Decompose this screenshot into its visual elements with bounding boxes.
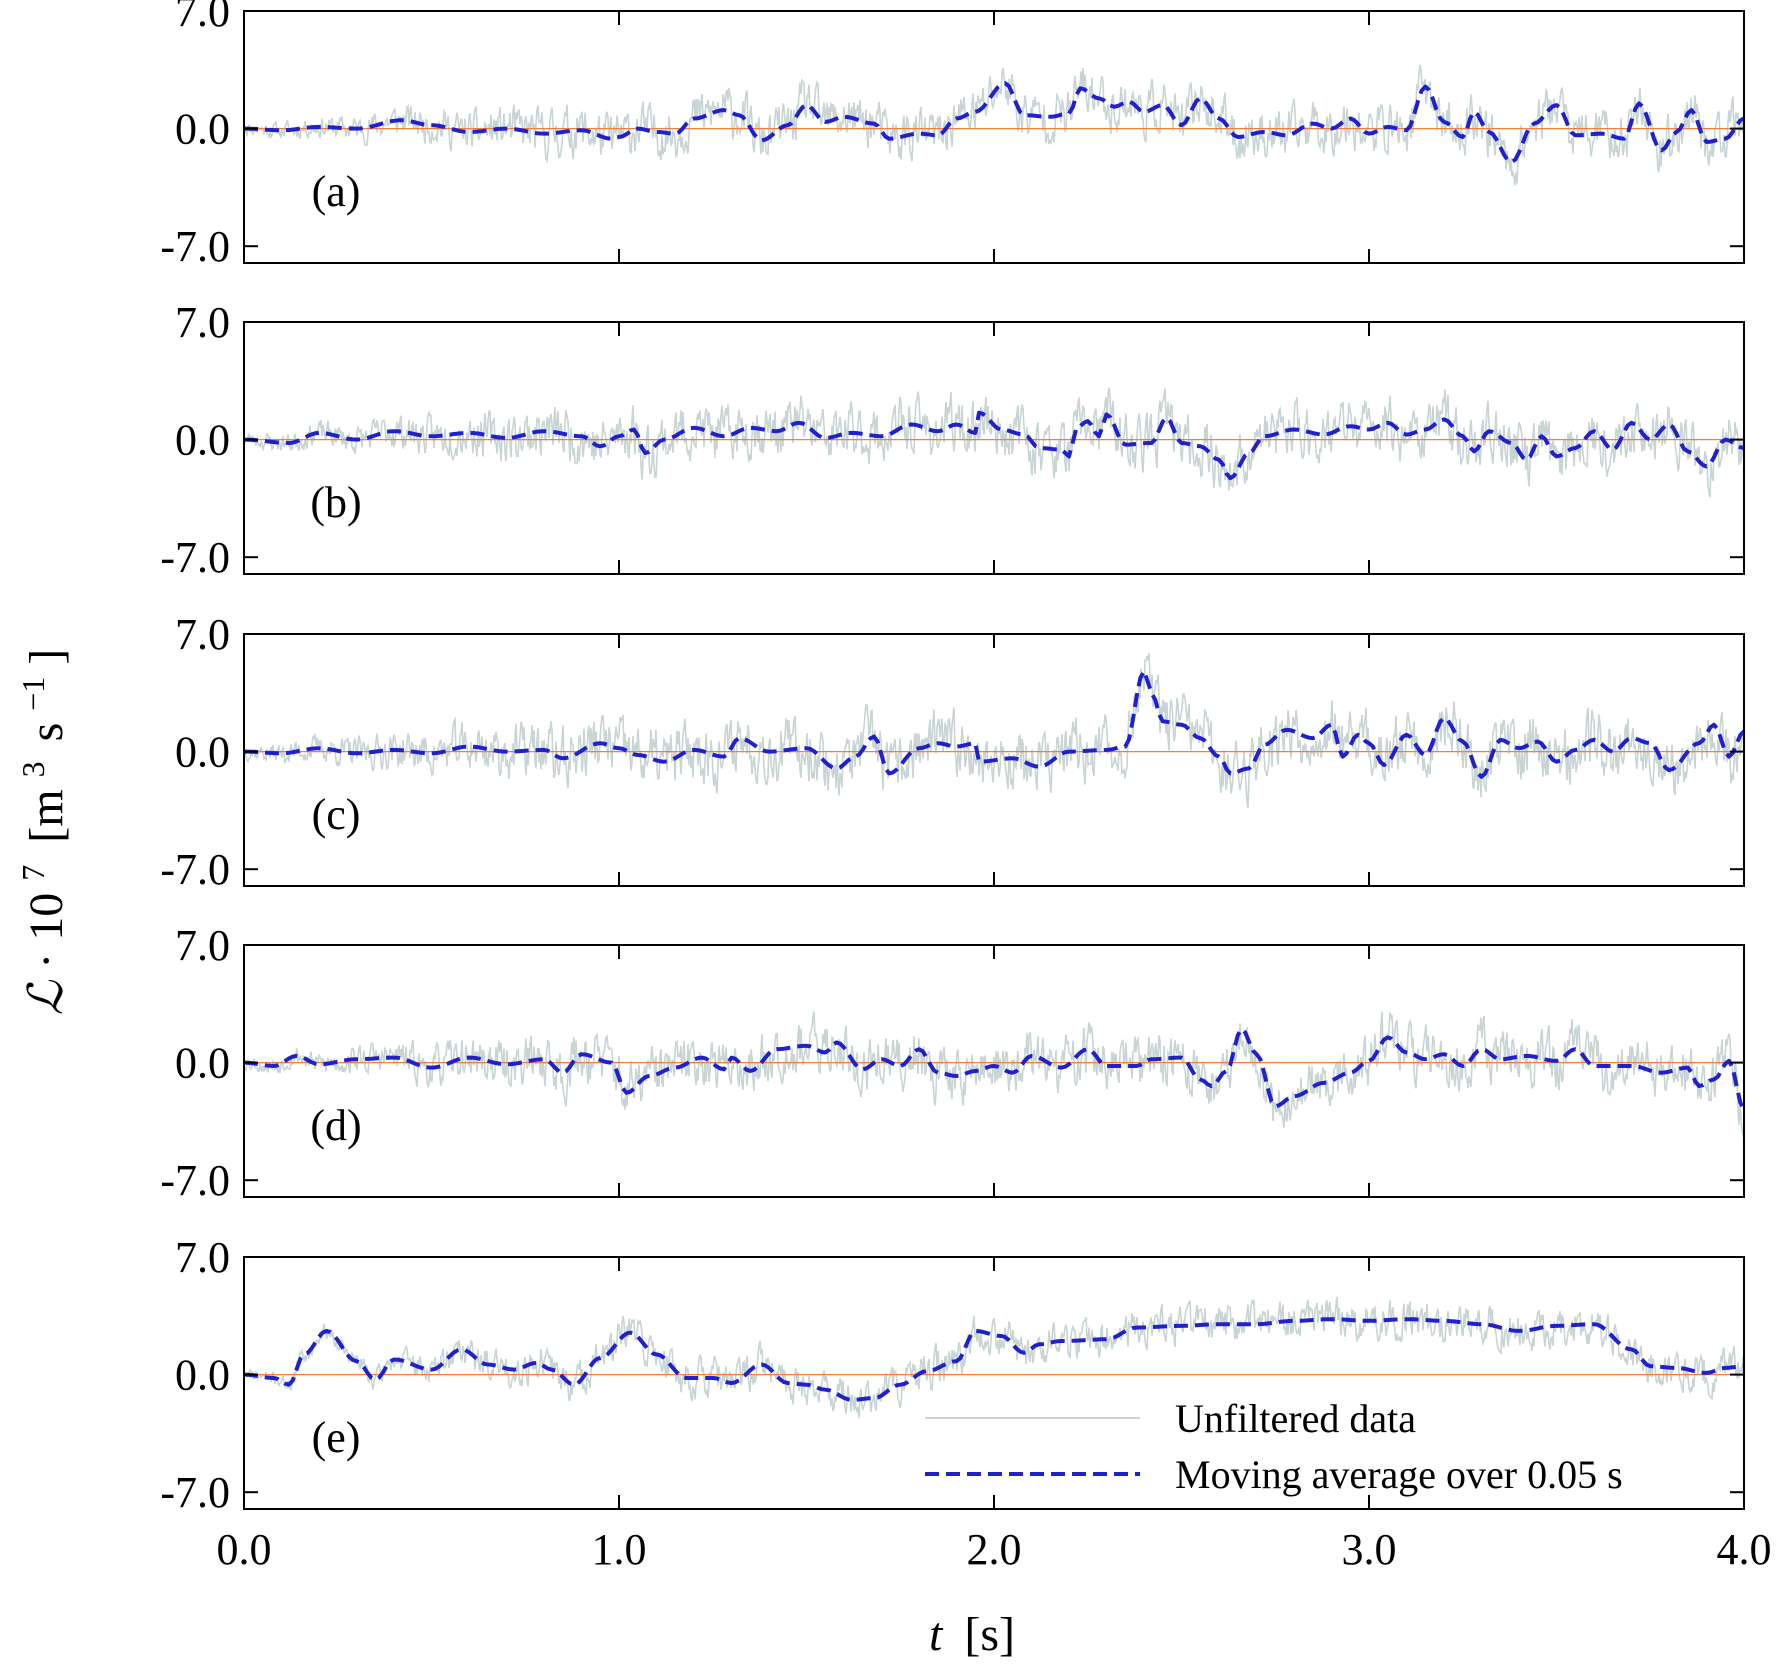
- y-axis-title: ℒ · 10 7 [m 3 s −1 ]: [15, 649, 73, 1016]
- y-tick-label: 7.0: [175, 921, 230, 970]
- y-tick-label: 0.0: [175, 1351, 230, 1400]
- y-axis-unit-close: ]: [20, 649, 73, 665]
- x-tick-label: 0.0: [217, 1525, 272, 1574]
- x-tick-label: 1.0: [592, 1525, 647, 1574]
- y-tick-label: 7.0: [175, 298, 230, 347]
- y-tick-label: -7.0: [160, 1468, 230, 1517]
- moving-average-series-3: [244, 669, 1746, 779]
- panel-b: 7.0 0.0 -7.0 (b): [160, 298, 1745, 582]
- panel-frame-1: [243, 10, 1745, 264]
- moving-average-series-2: [243, 410, 1745, 481]
- panel-label: (b): [310, 478, 361, 527]
- x-tick-label: 2.0: [967, 1525, 1022, 1574]
- panel-a: 7.0 0.0 -7.0 (a): [160, 0, 1745, 271]
- y-tick-label: -7.0: [160, 222, 230, 271]
- x-tick-label: 4.0: [1717, 1525, 1772, 1574]
- x-axis-title: t [s]: [929, 1608, 1015, 1661]
- panel-label: (a): [312, 167, 361, 216]
- unfiltered-series-4: [243, 1011, 1745, 1139]
- moving-average-series-5: [243, 1317, 1745, 1402]
- unfiltered-series-1: [243, 64, 1745, 186]
- unfiltered-series-2: [244, 387, 1745, 498]
- y-axis-unit-exp1: 3: [15, 761, 51, 777]
- x-axis-symbol: t: [929, 1608, 944, 1661]
- panels-layer: 7.00.0-7.0(a)7.00.0-7.0(b)7.00.0-7.0(c)7…: [160, 0, 1771, 1574]
- x-tick-label: 3.0: [1342, 1525, 1397, 1574]
- legend-label-moving-average: Moving average over 0.05 s: [1175, 1452, 1623, 1497]
- y-axis-unit-s: s: [20, 723, 73, 742]
- y-tick-label: -7.0: [160, 533, 230, 582]
- y-axis-unit-exp2: −1: [15, 677, 51, 711]
- y-tick-label: -7.0: [160, 845, 230, 894]
- panel-label: (c): [312, 790, 361, 839]
- legend: Unfiltered data Moving average over 0.05 …: [925, 1396, 1623, 1497]
- panel-e: 7.0 0.0 -7.0 (e) 0.0 1.0 2.0 3.0 4.0: [160, 1233, 1771, 1574]
- y-axis-symbol: ℒ: [20, 979, 73, 1015]
- y-tick-label: 7.0: [175, 0, 230, 36]
- moving-average-series-1: [244, 81, 1745, 165]
- y-axis-scale: · 10: [20, 893, 73, 969]
- y-tick-label: 0.0: [175, 1039, 230, 1088]
- legend-label-unfiltered: Unfiltered data: [1175, 1396, 1416, 1441]
- y-tick-label: 0.0: [175, 105, 230, 154]
- panel-d: 7.0 0.0 -7.0 (d): [160, 921, 1746, 1205]
- y-tick-label: 7.0: [175, 1233, 230, 1282]
- y-tick-label: 0.0: [175, 728, 230, 777]
- y-axis-unit-open: [m: [20, 789, 73, 842]
- y-axis-scale-exp: 7: [15, 865, 51, 881]
- y-tick-label: 7.0: [175, 610, 230, 659]
- y-tick-label: -7.0: [160, 1156, 230, 1205]
- x-axis-unit: [s]: [964, 1608, 1015, 1661]
- panel-c: 7.0 0.0 -7.0 (c): [160, 610, 1746, 894]
- unfiltered-series-3: [243, 653, 1745, 808]
- panel-label: (d): [310, 1101, 361, 1150]
- panel-label: (e): [312, 1413, 361, 1462]
- y-tick-label: 0.0: [175, 416, 230, 465]
- unfiltered-series-5: [243, 1296, 1745, 1419]
- moving-average-series-4: [243, 1027, 1746, 1111]
